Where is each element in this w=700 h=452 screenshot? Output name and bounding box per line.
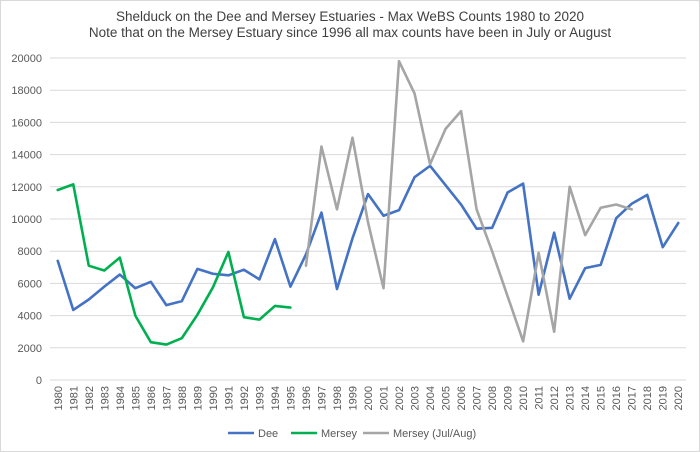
x-tick-label: 2018: [642, 386, 654, 410]
x-tick-label: 1989: [192, 386, 204, 410]
x-tick-label: 1998: [332, 386, 344, 410]
x-tick-label: 1980: [53, 386, 65, 410]
y-tick-label: 10000: [11, 214, 42, 226]
x-tick-label: 1999: [347, 386, 359, 410]
legend: Dee Mersey Mersey (Jul/Aug): [228, 428, 476, 440]
y-tick-label: 20000: [11, 53, 42, 65]
chart-title-block: Shelduck on the Dee and Mersey Estuaries…: [0, 9, 700, 41]
x-tick-label: 2013: [565, 386, 577, 410]
legend-label: Mersey (Jul/Aug): [393, 428, 476, 440]
x-tick-label: 2019: [658, 386, 670, 410]
x-tick-label: 1987: [161, 386, 173, 410]
y-tick-label: 12000: [11, 182, 42, 194]
x-tick-label: 2008: [487, 386, 499, 410]
x-tick-label: 2007: [472, 386, 484, 410]
x-tick-label: 2001: [379, 386, 391, 410]
x-tick-label: 1988: [177, 386, 189, 410]
x-axis-ticks: 1980 1981 1982 1983 1984 1985 1986 1987 1988 1989…: [53, 386, 685, 410]
series-line-dee: [56, 164, 680, 312]
x-tick-label: 1981: [68, 386, 80, 410]
y-tick-label: 16000: [11, 117, 42, 129]
x-tick-label: 1991: [223, 386, 235, 410]
x-tick-label: 2000: [363, 386, 375, 410]
x-tick-label: 2011: [534, 386, 546, 410]
x-tick-label: 1984: [115, 386, 127, 410]
x-tick-label: 2017: [627, 386, 639, 410]
x-tick-label: 2003: [410, 386, 422, 410]
x-tick-label: 2002: [394, 386, 406, 410]
series-line-mersey: [56, 183, 292, 346]
chart-title: Shelduck on the Dee and Mersey Estuaries…: [115, 9, 584, 24]
x-tick-label: 1995: [285, 386, 297, 410]
y-tick-label: 4000: [18, 311, 42, 323]
chart-subtitle: Note that on the Mersey Estuary since 19…: [88, 25, 612, 40]
legend-label: Mersey: [321, 428, 358, 440]
x-tick-label: 2012: [549, 386, 561, 410]
y-tick-label: 14000: [11, 150, 42, 162]
x-tick-label: 1993: [254, 386, 266, 410]
x-tick-label: 2020: [673, 386, 685, 410]
x-tick-label: 2014: [580, 386, 592, 410]
legend-label: Dee: [258, 428, 278, 440]
x-tick-label: 1982: [84, 386, 96, 410]
x-tick-label: 2016: [611, 386, 623, 410]
x-tick-label: 1986: [146, 386, 158, 410]
x-tick-label: 2005: [441, 386, 453, 410]
y-axis-ticks: 0 2000 4000 6000 8000 10000 12000 14000 16000 180…: [11, 53, 42, 387]
y-tick-label: 8000: [18, 246, 42, 258]
x-tick-label: 2004: [425, 386, 437, 410]
x-tick-label: 2015: [596, 386, 608, 410]
series-lines: [56, 59, 680, 346]
y-tick-label: 0: [36, 375, 42, 387]
x-tick-label: 1992: [239, 386, 251, 410]
y-tick-label: 6000: [18, 278, 42, 290]
y-tick-label: 2000: [18, 343, 42, 355]
x-tick-label: 1990: [208, 386, 220, 410]
x-tick-label: 2006: [456, 386, 468, 410]
x-tick-label: 1994: [270, 386, 282, 410]
x-tick-label: 2010: [518, 386, 530, 410]
y-tick-label: 18000: [11, 85, 42, 97]
x-tick-label: 1997: [316, 386, 328, 410]
x-tick-label: 1985: [130, 386, 142, 410]
series-line-mersey-jul-aug: [304, 59, 634, 343]
x-tick-label: 1983: [99, 386, 111, 410]
x-tick-label: 1996: [301, 386, 313, 410]
x-tick-label: 2009: [503, 386, 515, 410]
